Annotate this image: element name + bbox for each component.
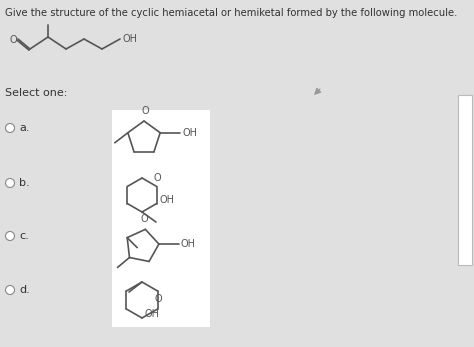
Text: OH: OH	[182, 128, 197, 138]
Bar	[458, 95, 472, 265]
Text: Select one:: Select one:	[5, 88, 67, 98]
Circle shape	[6, 124, 15, 133]
Bar	[112, 272, 210, 327]
Text: OH: OH	[123, 34, 138, 44]
Bar	[112, 165, 210, 220]
Text: O: O	[141, 106, 149, 116]
Text: b.: b.	[19, 178, 29, 188]
Text: O: O	[9, 35, 17, 45]
Bar	[112, 110, 210, 165]
Text: O: O	[154, 172, 162, 183]
Text: Give the structure of the cyclic hemiacetal or hemiketal formed by the following: Give the structure of the cyclic hemiace…	[5, 8, 457, 18]
Circle shape	[6, 231, 15, 240]
Text: OH: OH	[145, 309, 160, 319]
Text: d.: d.	[19, 285, 30, 295]
Circle shape	[6, 286, 15, 295]
Bar	[112, 218, 210, 273]
Text: O: O	[155, 294, 163, 304]
Text: OH: OH	[160, 195, 175, 204]
Text: a.: a.	[19, 123, 29, 133]
Text: OH: OH	[181, 239, 196, 249]
Text: c.: c.	[19, 231, 29, 241]
Text: O: O	[141, 214, 148, 225]
Circle shape	[6, 178, 15, 187]
